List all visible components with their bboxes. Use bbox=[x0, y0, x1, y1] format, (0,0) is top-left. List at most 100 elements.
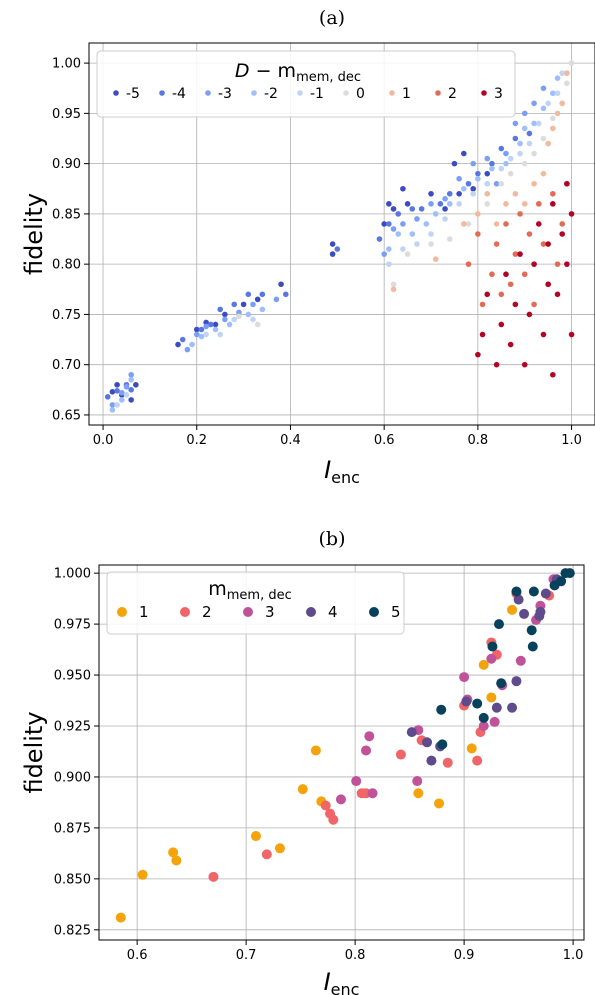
data-point-b-s3-7 bbox=[511, 676, 522, 687]
data-point-a-s3-21 bbox=[531, 120, 537, 127]
data-point-b-s0-12 bbox=[478, 659, 489, 670]
data-point-a-s1-19 bbox=[446, 190, 453, 197]
data-point-b-s2-0 bbox=[335, 794, 346, 805]
data-point-a-s0-4 bbox=[133, 381, 139, 388]
data-point-a-s5-15 bbox=[564, 80, 570, 87]
ytick-label-a-2: 0.75 bbox=[52, 308, 81, 323]
data-point-b-s3-11 bbox=[535, 606, 546, 617]
data-point-a-s1-20 bbox=[465, 180, 472, 187]
ytick-label-b-0: 0.825 bbox=[54, 923, 91, 938]
data-point-a-s2-12 bbox=[390, 226, 397, 232]
data-point-a-s0-6 bbox=[193, 326, 200, 333]
data-point-a-s0-10 bbox=[240, 301, 247, 308]
data-point-a-s6-8 bbox=[521, 201, 528, 207]
legend-marker-b-1 bbox=[180, 607, 190, 617]
data-point-a-s5-5 bbox=[446, 236, 453, 242]
data-point-a-s2-1 bbox=[119, 390, 125, 396]
data-point-a-s3-10 bbox=[395, 231, 402, 237]
data-point-b-s0-10 bbox=[434, 798, 445, 809]
xtick-label-a-5: 1.0 bbox=[561, 433, 582, 448]
data-point-a-s3-16 bbox=[475, 175, 481, 182]
panel-b-label: (b) bbox=[319, 528, 346, 550]
data-point-a-s8-18 bbox=[554, 291, 561, 298]
data-point-a-s0-5 bbox=[175, 341, 181, 348]
legend-label-b-2: 3 bbox=[265, 603, 275, 621]
data-point-a-s4-3 bbox=[217, 331, 223, 338]
data-point-a-s2-5 bbox=[193, 331, 200, 338]
data-point-a-s1-16 bbox=[409, 206, 416, 212]
data-point-a-s7-2 bbox=[479, 301, 486, 308]
data-point-a-s5-7 bbox=[484, 201, 491, 207]
data-point-a-s8-5 bbox=[503, 271, 509, 278]
data-point-a-s8-23 bbox=[568, 331, 575, 338]
data-point-a-s8-21 bbox=[564, 261, 570, 267]
data-point-a-s8-19 bbox=[559, 231, 565, 237]
data-point-a-s7-12 bbox=[531, 301, 537, 308]
data-point-a-s7-17 bbox=[554, 261, 561, 267]
data-point-a-s2-14 bbox=[414, 216, 420, 222]
legend-label-b-0: 1 bbox=[139, 603, 149, 621]
data-point-a-s8-7 bbox=[512, 301, 519, 308]
data-point-b-s0-9 bbox=[413, 788, 424, 799]
data-point-b-s1-9 bbox=[442, 757, 453, 768]
data-point-a-s6-13 bbox=[554, 110, 561, 117]
data-point-a-s5-12 bbox=[540, 135, 547, 142]
ytick-label-a-6: 0.95 bbox=[52, 107, 81, 122]
data-point-a-s3-18 bbox=[503, 160, 509, 167]
data-point-b-s3-4 bbox=[461, 696, 472, 707]
data-point-a-s2-16 bbox=[442, 196, 448, 202]
ytick-label-b-6: 0.975 bbox=[54, 618, 91, 633]
data-point-a-s4-18 bbox=[535, 120, 542, 127]
legend-label-a-8: 3 bbox=[494, 86, 503, 102]
data-point-a-s8-16 bbox=[550, 371, 556, 378]
data-point-a-s0-25 bbox=[470, 185, 476, 192]
data-point-a-s1-22 bbox=[489, 160, 495, 167]
legend-title-a: D − mmem, dec bbox=[235, 60, 361, 85]
data-point-b-s3-6 bbox=[507, 702, 518, 713]
data-point-b-s1-0 bbox=[208, 871, 219, 882]
data-point-a-s4-16 bbox=[517, 150, 523, 157]
data-point-a-s3-1 bbox=[119, 397, 125, 403]
data-point-a-s1-5 bbox=[198, 326, 205, 333]
data-point-a-s0-23 bbox=[456, 190, 462, 197]
data-point-b-s2-4 bbox=[367, 788, 378, 799]
legend-title-b: mmem, dec bbox=[208, 578, 292, 603]
data-point-a-s4-5 bbox=[250, 316, 256, 323]
data-point-a-s4-21 bbox=[559, 70, 565, 76]
x-axis-label-a: Ienc bbox=[324, 456, 360, 487]
data-point-a-s1-13 bbox=[376, 236, 383, 242]
ytick-label-a-4: 0.85 bbox=[52, 207, 81, 222]
data-point-a-s4-15 bbox=[507, 155, 514, 162]
data-point-b-s3-12 bbox=[540, 588, 551, 599]
ytick-label-b-3: 0.900 bbox=[54, 770, 91, 785]
data-point-a-s2-19 bbox=[484, 155, 491, 162]
data-point-a-s4-14 bbox=[498, 165, 505, 172]
data-point-b-s2-11 bbox=[489, 716, 500, 727]
data-point-a-s5-0 bbox=[236, 313, 242, 320]
data-point-a-s3-14 bbox=[446, 201, 453, 207]
legend-label-a-6: 1 bbox=[402, 86, 411, 102]
data-point-b-s4-0 bbox=[436, 704, 447, 715]
data-point-a-s1-24 bbox=[512, 135, 519, 142]
data-point-a-s8-15 bbox=[545, 241, 551, 247]
data-point-a-s6-14 bbox=[559, 100, 565, 107]
data-point-a-s1-10 bbox=[259, 291, 266, 298]
data-point-a-s2-23 bbox=[521, 110, 528, 117]
ytick-label-b-1: 0.850 bbox=[54, 872, 91, 887]
legend-marker-a-8 bbox=[481, 90, 487, 96]
data-point-a-s1-11 bbox=[282, 291, 289, 298]
data-point-a-s5-2 bbox=[390, 281, 397, 288]
data-point-a-s8-10 bbox=[526, 311, 533, 318]
data-point-a-s7-14 bbox=[540, 241, 547, 247]
data-point-a-s3-7 bbox=[245, 311, 252, 318]
xtick-label-b-2: 0.8 bbox=[345, 948, 366, 963]
data-point-b-s4-4 bbox=[487, 641, 498, 652]
data-point-a-s7-10 bbox=[521, 271, 528, 278]
data-point-a-s7-13 bbox=[535, 201, 542, 207]
ytick-label-a-7: 1.00 bbox=[52, 57, 81, 72]
data-point-b-s4-3 bbox=[478, 712, 489, 723]
data-point-b-s0-6 bbox=[297, 784, 308, 795]
legend-marker-b-0 bbox=[117, 607, 127, 617]
data-point-a-s0-19 bbox=[404, 201, 411, 207]
